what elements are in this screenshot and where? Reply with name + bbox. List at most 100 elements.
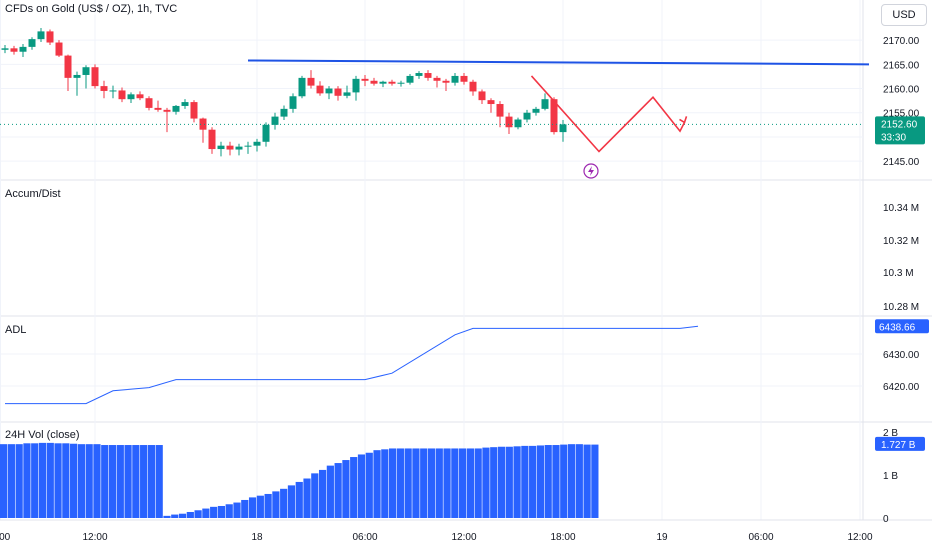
candle-body — [433, 77, 441, 81]
time-tick-label: 12:00 — [451, 532, 476, 543]
volume-bar — [560, 444, 568, 518]
candle-body — [361, 78, 369, 81]
candle-body — [19, 46, 27, 52]
volume-bar — [178, 513, 187, 518]
candle-body — [397, 82, 405, 84]
volume-bar — [451, 448, 459, 518]
candle-body — [37, 31, 45, 40]
candle-body — [1, 48, 9, 50]
volume-tick-label: 2 B — [883, 428, 898, 439]
candle-body — [28, 39, 36, 47]
volume-bar — [7, 444, 15, 518]
price-pane — [0, 28, 870, 179]
candle-body — [46, 31, 54, 43]
volume-bar — [77, 444, 85, 518]
volume-bar — [31, 443, 39, 518]
candle-body — [316, 85, 324, 94]
volume-bar — [357, 454, 366, 518]
volume-bar — [427, 448, 436, 518]
candle-body — [325, 88, 333, 94]
candle-body — [415, 73, 423, 76]
volume-bar — [248, 497, 257, 518]
volume-bar — [303, 478, 311, 518]
price-tick-label: 2165.00 — [883, 60, 920, 71]
candle-body — [118, 90, 126, 100]
volume-bar — [490, 447, 498, 518]
currency-button[interactable]: USD — [881, 4, 927, 26]
candle-body — [298, 77, 306, 97]
candle-body — [181, 102, 189, 106]
volume-bar — [217, 505, 226, 518]
lightning-glyph — [588, 166, 594, 176]
volume-bar — [124, 445, 132, 518]
volume-bar — [497, 446, 506, 518]
volume-bar — [287, 485, 296, 518]
accum-dist-tick-label: 10.32 M — [883, 236, 919, 247]
time-tick-label: 12:00 — [82, 532, 107, 543]
volume-bar — [311, 473, 319, 518]
candle-body — [451, 75, 459, 83]
adl-series-line — [5, 325, 699, 405]
candle-body — [505, 116, 513, 128]
resistance-line[interactable] — [247, 59, 870, 66]
candle-body — [379, 81, 387, 84]
candle-body — [541, 99, 549, 109]
time-tick-label: 18 — [251, 532, 263, 543]
time-tick-label: 06:00 — [352, 532, 377, 543]
volume-bar — [575, 444, 583, 518]
volume-bar — [241, 499, 249, 518]
zigzag-arrowhead — [679, 116, 688, 124]
candle-body — [496, 104, 504, 117]
volume-bar — [46, 442, 54, 518]
volume-bar — [482, 447, 490, 518]
candle-body — [208, 129, 216, 150]
volume-tick-label: 1 B — [883, 471, 898, 482]
candle-body — [199, 118, 207, 130]
candle-body — [271, 116, 279, 125]
candle-body — [100, 86, 108, 91]
volume-bar — [23, 443, 31, 518]
candle-body — [136, 94, 144, 99]
volume-bar — [272, 491, 280, 518]
volume-bar — [147, 445, 156, 518]
volume-bar — [474, 448, 482, 518]
volume-bar — [505, 446, 513, 518]
candle-body — [163, 109, 171, 112]
volume-bar — [435, 448, 443, 518]
candle-body — [64, 55, 72, 78]
candle-body — [550, 99, 558, 133]
volume-bar — [544, 445, 552, 518]
candle-body — [289, 96, 297, 109]
candle-body — [424, 73, 432, 78]
volume-label: 24H Vol (close) — [5, 429, 80, 441]
volume-bar — [210, 506, 218, 518]
volume-bar — [420, 448, 428, 518]
volume-tick-label: 0 — [883, 514, 889, 525]
candle-body — [406, 75, 414, 83]
zigzag-drawing[interactable] — [530, 75, 686, 153]
volume-bar — [591, 444, 599, 518]
candle-body — [478, 91, 486, 101]
volume-bar — [155, 445, 163, 518]
candle-body — [127, 94, 135, 100]
time-tick-label: 19 — [656, 532, 668, 543]
candle-body — [91, 67, 99, 87]
axes: 2170.002165.002160.002155.002150.002145.… — [0, 36, 932, 543]
volume-bar — [529, 445, 537, 518]
volume-bar — [567, 444, 576, 518]
volume-value-badge — [875, 436, 925, 451]
volume-bar — [108, 445, 117, 518]
last-price-value: 2152.60 — [881, 119, 918, 130]
candle-body — [73, 74, 81, 78]
volume-bar — [264, 493, 272, 518]
candle-body — [343, 92, 351, 96]
volume-bar — [350, 457, 358, 518]
volume-bar — [101, 445, 109, 518]
candle-body — [145, 98, 153, 108]
volume-bar — [459, 448, 467, 518]
grid-lines — [0, 0, 932, 521]
time-tick-label: 06:00 — [748, 532, 773, 543]
volume-bar — [326, 465, 334, 518]
accum-dist-label: Accum/Dist — [5, 188, 61, 200]
